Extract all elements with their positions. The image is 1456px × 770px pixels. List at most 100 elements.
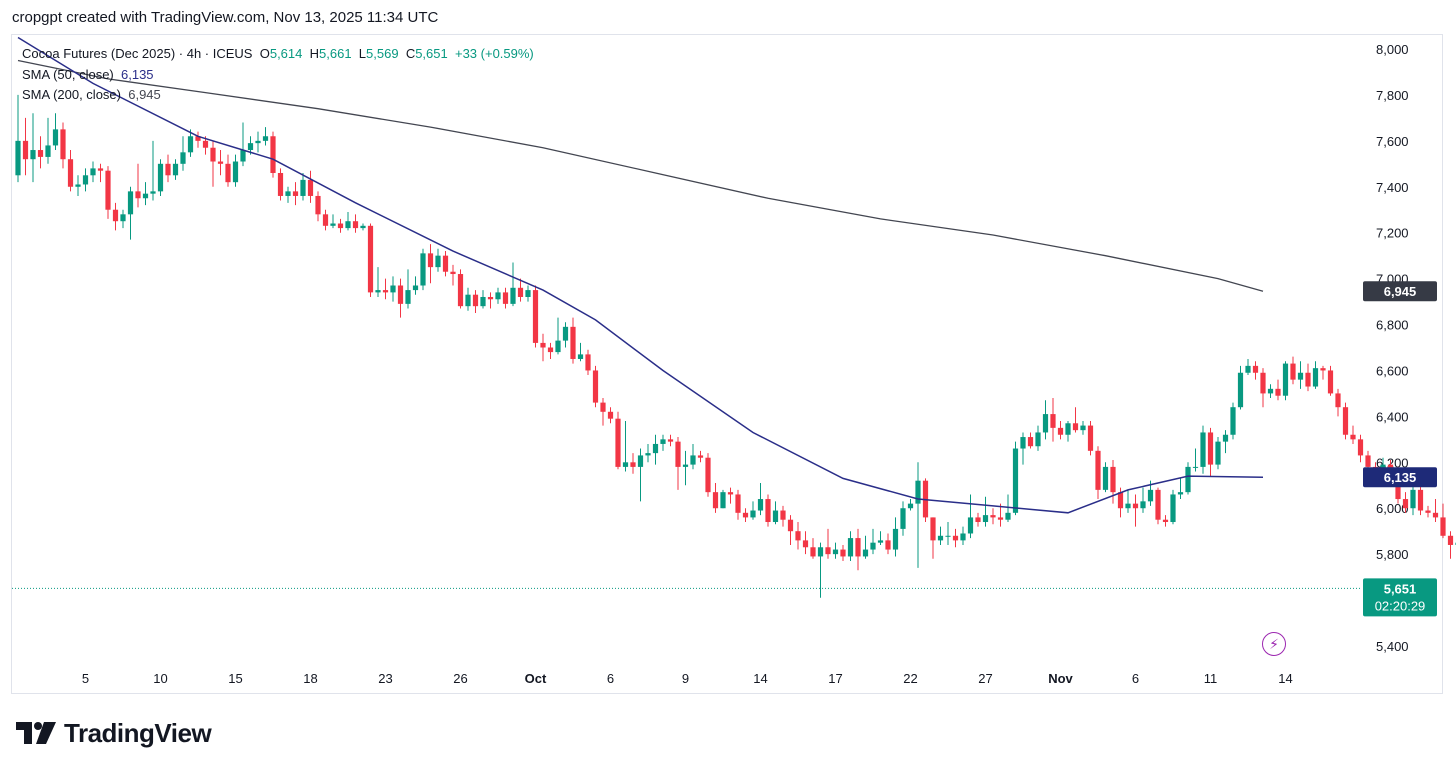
y-tick-label: 7,800 xyxy=(1376,88,1409,103)
candle-body xyxy=(1072,423,1079,431)
candle xyxy=(1125,489,1131,513)
moving-averages xyxy=(12,36,1362,589)
candle-body xyxy=(600,402,606,412)
tradingview-brand: TradingView xyxy=(14,716,212,750)
candle-body xyxy=(270,136,276,173)
candle xyxy=(165,154,171,183)
candle-body xyxy=(457,274,464,307)
candle-body xyxy=(1417,489,1424,511)
open-value: 5,614 xyxy=(269,46,303,61)
y-tick-label: 6,800 xyxy=(1376,318,1409,333)
candle xyxy=(45,117,51,164)
candle-body xyxy=(1350,434,1356,440)
candle xyxy=(1012,441,1019,516)
candle xyxy=(667,434,674,447)
candle-body xyxy=(517,287,524,297)
candle xyxy=(112,202,119,231)
candle-body xyxy=(1102,466,1109,490)
candle xyxy=(847,531,854,562)
candle-body xyxy=(1095,450,1101,490)
candle-body xyxy=(1207,432,1214,465)
candle xyxy=(802,531,809,555)
candle xyxy=(900,501,906,536)
x-axis: 5 10 15 18 23 26 Oct 6 9 14 17 22 27 Nov 6 11 14 xyxy=(82,671,1293,686)
high-label: H xyxy=(309,46,320,61)
price-scale-label[interactable]: 5,651 02:20:29 xyxy=(1363,578,1437,617)
candle xyxy=(930,517,936,559)
candle xyxy=(262,127,269,146)
candle-body xyxy=(780,510,786,520)
x-tick-label: 15 xyxy=(228,671,242,686)
lightning-icon[interactable]: ⚡ xyxy=(1262,632,1286,656)
candle-body xyxy=(1447,535,1454,545)
candle-body xyxy=(1110,466,1116,493)
x-tick-label: 11 xyxy=(1204,671,1218,686)
candle xyxy=(630,453,636,474)
candle-body xyxy=(217,161,224,164)
candle xyxy=(442,251,449,277)
x-tick-label: 27 xyxy=(978,671,992,686)
x-tick-label: 17 xyxy=(828,671,842,686)
candle xyxy=(172,159,179,180)
candle-body xyxy=(442,255,449,272)
candle xyxy=(1140,487,1146,513)
candle xyxy=(1440,503,1446,539)
candle-body xyxy=(202,140,209,148)
candle xyxy=(135,163,141,208)
candle xyxy=(1312,361,1319,389)
candle-body xyxy=(495,292,501,300)
candle xyxy=(487,292,494,309)
sma50-value: 6,135 xyxy=(121,66,154,82)
candle xyxy=(37,136,44,169)
candle-body xyxy=(1357,439,1364,456)
candle-body xyxy=(817,547,824,557)
candle-body xyxy=(390,285,396,293)
tradingview-logo-icon xyxy=(16,722,56,744)
candle xyxy=(682,450,689,486)
candle xyxy=(1237,365,1244,410)
candle xyxy=(195,131,201,148)
candle-body xyxy=(1162,519,1169,523)
candle xyxy=(660,434,666,451)
x-tick-label: 14 xyxy=(1278,671,1292,686)
candle-body xyxy=(15,140,21,176)
candle xyxy=(292,182,299,206)
candle-body xyxy=(180,152,186,164)
candle-body xyxy=(577,354,584,359)
candle-body xyxy=(382,290,389,293)
candle xyxy=(382,278,389,300)
symbol-title[interactable]: Cocoa Futures (Dec 2025) · 4h · ICEUS xyxy=(22,46,253,61)
candle xyxy=(457,269,464,309)
price-scale-label[interactable]: 6,945 xyxy=(1363,281,1437,302)
candle xyxy=(877,531,884,545)
candle-body xyxy=(1297,372,1304,380)
candle-body xyxy=(465,294,471,307)
candle xyxy=(727,487,734,504)
candle xyxy=(225,154,231,187)
candle-body xyxy=(652,443,659,454)
candle xyxy=(465,287,471,311)
low-label: L xyxy=(358,46,367,61)
candle-body xyxy=(1057,427,1064,435)
candle xyxy=(960,526,966,545)
candle-body xyxy=(1342,407,1349,435)
candle-body xyxy=(555,340,561,353)
candle xyxy=(270,131,276,178)
candle-body xyxy=(937,535,944,541)
legend-sma200-row[interactable]: SMA (200, close) 6,945 xyxy=(22,85,534,106)
candle xyxy=(1357,434,1364,463)
price-scale-label[interactable]: 6,135 xyxy=(1363,467,1437,488)
candle-body xyxy=(315,195,321,215)
candle-body xyxy=(1027,437,1034,447)
candle xyxy=(337,218,344,233)
legend-sma50-row[interactable]: SMA (50, close) 6,135 xyxy=(22,65,534,86)
candle xyxy=(300,172,306,201)
candle-body xyxy=(1020,437,1026,449)
price-scale-labels[interactable]: 6,945 6,135 5,651 02:20:29 xyxy=(1363,281,1437,617)
candlestick-chart[interactable]: 5,4005,6005,8006,0006,2006,4006,6006,800… xyxy=(0,0,1456,700)
brand-name: TradingView xyxy=(64,717,212,748)
candle-body xyxy=(510,287,516,304)
candle xyxy=(742,508,749,523)
candle-body xyxy=(165,163,171,176)
candle-body xyxy=(487,296,494,300)
